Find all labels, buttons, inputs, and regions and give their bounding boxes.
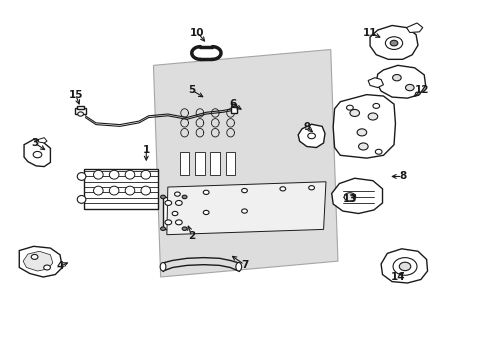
Circle shape: [78, 112, 83, 116]
Bar: [195, 152, 204, 175]
Polygon shape: [39, 138, 47, 143]
Polygon shape: [406, 23, 422, 32]
Ellipse shape: [141, 170, 150, 179]
Polygon shape: [331, 178, 382, 213]
Text: 12: 12: [414, 85, 428, 95]
Polygon shape: [23, 251, 53, 271]
Text: 11: 11: [362, 27, 377, 37]
Bar: [230, 106, 237, 113]
Circle shape: [356, 129, 366, 136]
Circle shape: [172, 211, 178, 216]
Circle shape: [174, 192, 180, 196]
Circle shape: [375, 149, 381, 154]
Polygon shape: [367, 78, 383, 87]
Circle shape: [344, 193, 355, 201]
Text: 3: 3: [31, 138, 38, 148]
Circle shape: [203, 210, 208, 215]
Text: 13: 13: [342, 194, 356, 204]
Circle shape: [43, 265, 50, 270]
Circle shape: [31, 255, 38, 259]
Bar: [75, 108, 86, 114]
Bar: [84, 169, 158, 209]
Ellipse shape: [141, 186, 150, 195]
Circle shape: [307, 133, 315, 139]
Circle shape: [164, 220, 171, 225]
Circle shape: [241, 209, 247, 213]
Circle shape: [399, 262, 410, 271]
Circle shape: [182, 227, 186, 230]
Polygon shape: [24, 139, 50, 167]
Bar: [163, 197, 184, 229]
Circle shape: [349, 109, 359, 117]
Ellipse shape: [109, 170, 119, 179]
Circle shape: [175, 220, 182, 225]
Circle shape: [280, 187, 285, 191]
Polygon shape: [332, 95, 395, 158]
Circle shape: [392, 258, 416, 275]
Bar: [231, 104, 236, 107]
Text: 5: 5: [188, 85, 195, 95]
Ellipse shape: [93, 186, 103, 195]
Circle shape: [367, 113, 377, 120]
Circle shape: [346, 105, 352, 110]
Circle shape: [182, 195, 186, 199]
Text: 14: 14: [390, 272, 405, 282]
Polygon shape: [376, 66, 425, 98]
Text: 6: 6: [228, 99, 236, 109]
Ellipse shape: [77, 172, 86, 180]
Text: 15: 15: [68, 90, 83, 100]
Circle shape: [358, 143, 367, 150]
Circle shape: [308, 186, 314, 190]
Circle shape: [389, 40, 397, 46]
Bar: [225, 152, 235, 175]
Polygon shape: [380, 249, 427, 283]
Ellipse shape: [93, 170, 103, 179]
Ellipse shape: [235, 262, 241, 271]
Circle shape: [160, 195, 165, 199]
Bar: [180, 152, 189, 175]
Ellipse shape: [125, 186, 135, 195]
Bar: [210, 152, 220, 175]
Circle shape: [203, 190, 208, 194]
Ellipse shape: [109, 186, 119, 195]
Polygon shape: [298, 124, 325, 148]
Circle shape: [405, 84, 413, 91]
Ellipse shape: [125, 170, 135, 179]
Text: 4: 4: [56, 261, 63, 271]
Polygon shape: [19, 246, 62, 277]
Circle shape: [392, 75, 400, 81]
Text: 1: 1: [142, 145, 150, 155]
Circle shape: [33, 152, 41, 158]
Ellipse shape: [160, 262, 165, 271]
Polygon shape: [166, 182, 325, 235]
Text: 10: 10: [190, 27, 204, 37]
Circle shape: [385, 37, 402, 49]
Text: 8: 8: [398, 171, 406, 181]
Text: 7: 7: [240, 260, 248, 270]
Polygon shape: [369, 26, 417, 59]
Bar: [77, 106, 84, 109]
Circle shape: [164, 201, 171, 206]
Circle shape: [175, 201, 182, 206]
Text: 9: 9: [303, 122, 310, 132]
Circle shape: [160, 227, 165, 230]
Circle shape: [372, 103, 379, 108]
Ellipse shape: [77, 195, 86, 203]
Text: 2: 2: [188, 231, 195, 242]
Polygon shape: [153, 49, 337, 277]
Circle shape: [241, 189, 247, 193]
